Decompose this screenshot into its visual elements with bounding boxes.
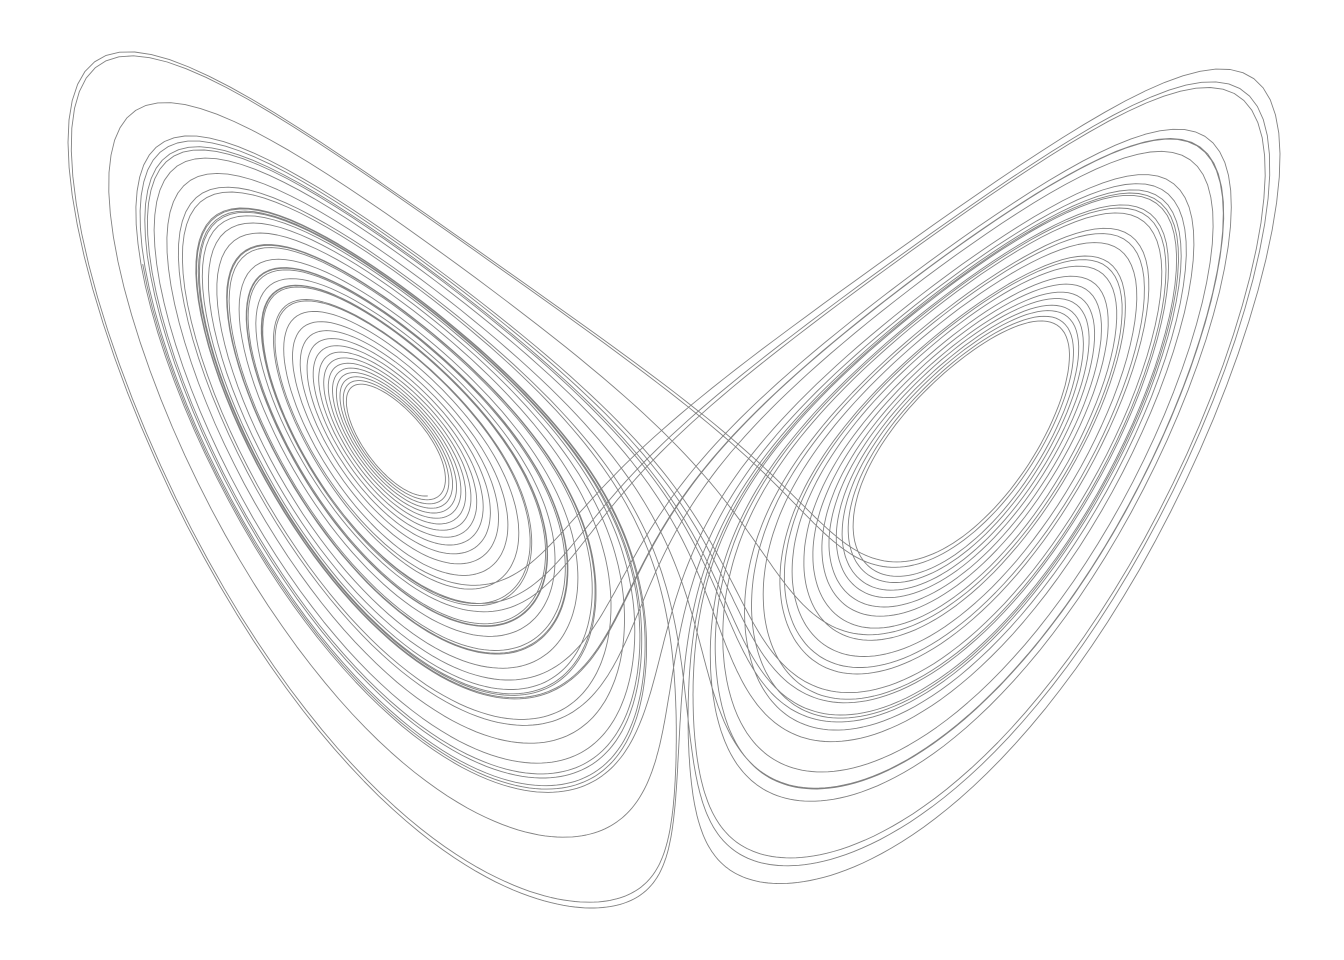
lorenz-attractor-figure xyxy=(0,0,1344,960)
